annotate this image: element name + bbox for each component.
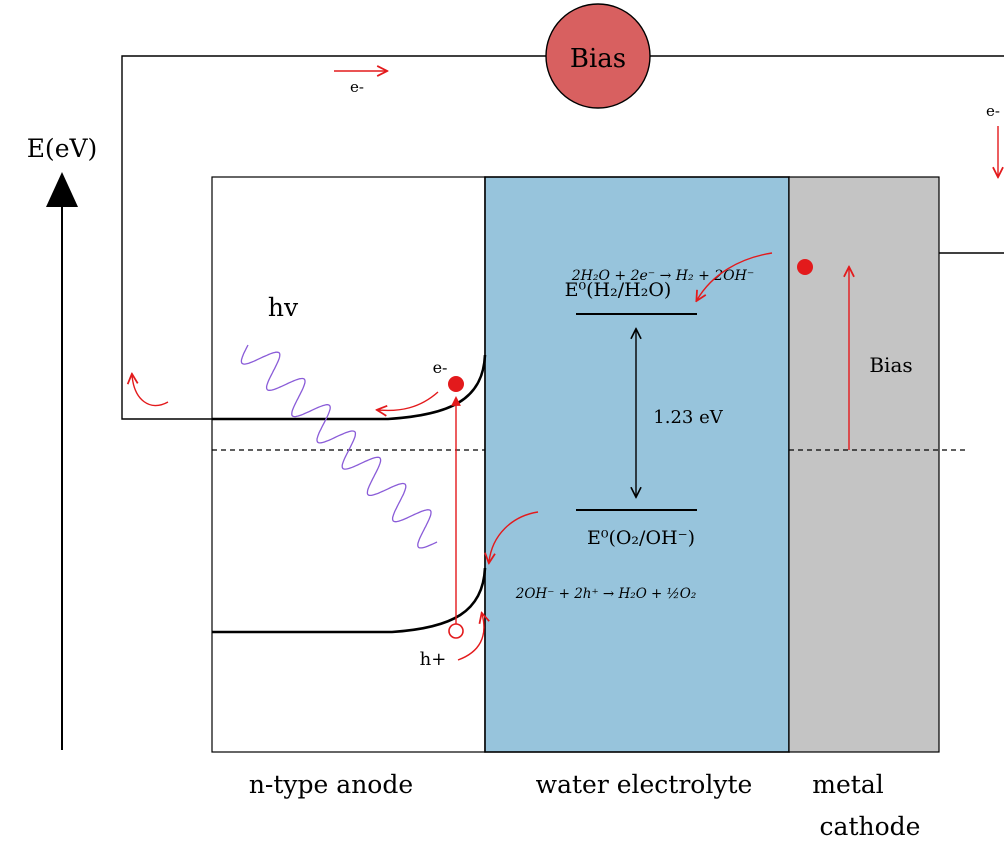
gap-label: 1.23 eV [653,407,723,428]
energy-axis: E(eV) [27,134,98,750]
bias-source: Bias [545,3,651,109]
electron-label-right: e- [986,102,1000,120]
anode-label: n-type anode [249,770,413,799]
electron-drift-arrow-icon [378,391,439,410]
hole-label: h+ [420,649,447,670]
cathode-electron-icon [797,259,813,275]
anode-electron-label: e- [433,358,448,377]
circuit-return-arrow-icon [132,375,169,407]
circuit-electron-top: e- [334,71,386,96]
anode-electron-icon [448,376,464,392]
bias-source-label: Bias [570,44,626,74]
hole-drift-arrow-icon [457,614,484,661]
photon-wave-icon [240,344,438,549]
axis-label: E(eV) [27,134,98,163]
photon: hv [240,293,438,549]
reduction-potential-label: E⁰(H₂/H₂O) [565,279,672,301]
electrolyte-label: water electrolyte [536,770,753,799]
electron-label-top: e- [350,78,364,96]
oxidation-potential-label: E⁰(O₂/OH⁻) [587,527,695,549]
photon-label: hv [268,293,299,322]
circuit-electron-right: e- [986,102,1000,176]
electrolyte-region [484,176,790,753]
cathode-label-line1: metal [812,770,883,799]
cathode-region [788,176,940,753]
cathode-label-line2: cathode [820,812,921,841]
axis-arrowhead-icon [46,172,78,207]
reduction-equation: 2H₂O + 2e⁻ → H₂ + 2OH⁻ [571,268,755,284]
reduction-transfer-arrow-icon [697,252,773,300]
hole-icon [448,623,464,639]
oxidation-equation: 2OH⁻ + 2h⁺ → H₂O + ½O₂ [515,586,696,602]
oxidation-transfer-arrow-icon [489,511,539,562]
cathode-bias-label: Bias [869,353,912,377]
